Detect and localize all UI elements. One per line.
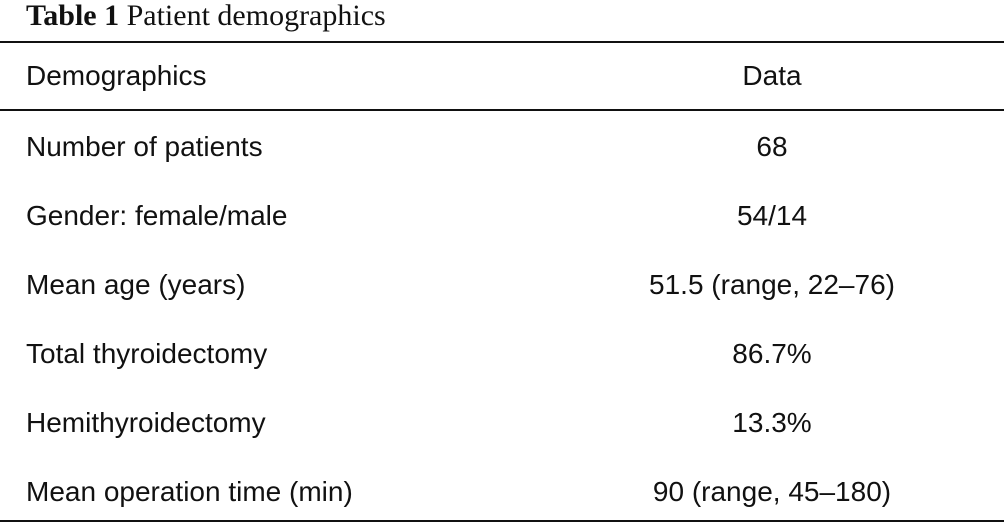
table-row: Total thyroidectomy 86.7% (0, 319, 1004, 388)
row-label: Hemithyroidectomy (26, 406, 266, 438)
table-header-row: Demographics Data (0, 43, 1004, 109)
bottom-rule (0, 520, 1004, 522)
row-label: Gender: female/male (26, 199, 288, 231)
row-value: 54/14 (736, 199, 808, 231)
row-value: 51.5 (range, 22–76) (649, 268, 895, 300)
demographics-table: Demographics Data Number of patients 68 … (0, 43, 1004, 526)
table-row: Mean operation time (min) 90 (range, 45–… (0, 457, 1004, 526)
top-rule (0, 41, 1004, 43)
row-value: 13.3% (732, 406, 812, 438)
row-value: 90 (range, 45–180) (652, 475, 892, 507)
table-row: Mean age (years) 51.5 (range, 22–76) (0, 250, 1004, 319)
table-title: Patient demographics (126, 0, 386, 32)
column-header-data: Data (742, 60, 802, 91)
table-row: Gender: female/male 54/14 (0, 181, 1004, 250)
row-label: Number of patients (26, 130, 263, 162)
table-caption: Table 1 Patient demographics (26, 0, 386, 36)
row-value: 86.7% (732, 337, 812, 369)
column-header-demographics: Demographics (26, 60, 207, 91)
row-label: Total thyroidectomy (26, 337, 268, 369)
table-row: Hemithyroidectomy 13.3% (0, 388, 1004, 457)
row-label: Mean operation time (min) (26, 475, 353, 507)
table-number: Table 1 (26, 0, 120, 32)
table-row: Number of patients 68 (0, 112, 1004, 181)
row-value: 68 (756, 130, 788, 162)
header-rule (0, 109, 1004, 111)
row-label: Mean age (years) (26, 268, 246, 300)
